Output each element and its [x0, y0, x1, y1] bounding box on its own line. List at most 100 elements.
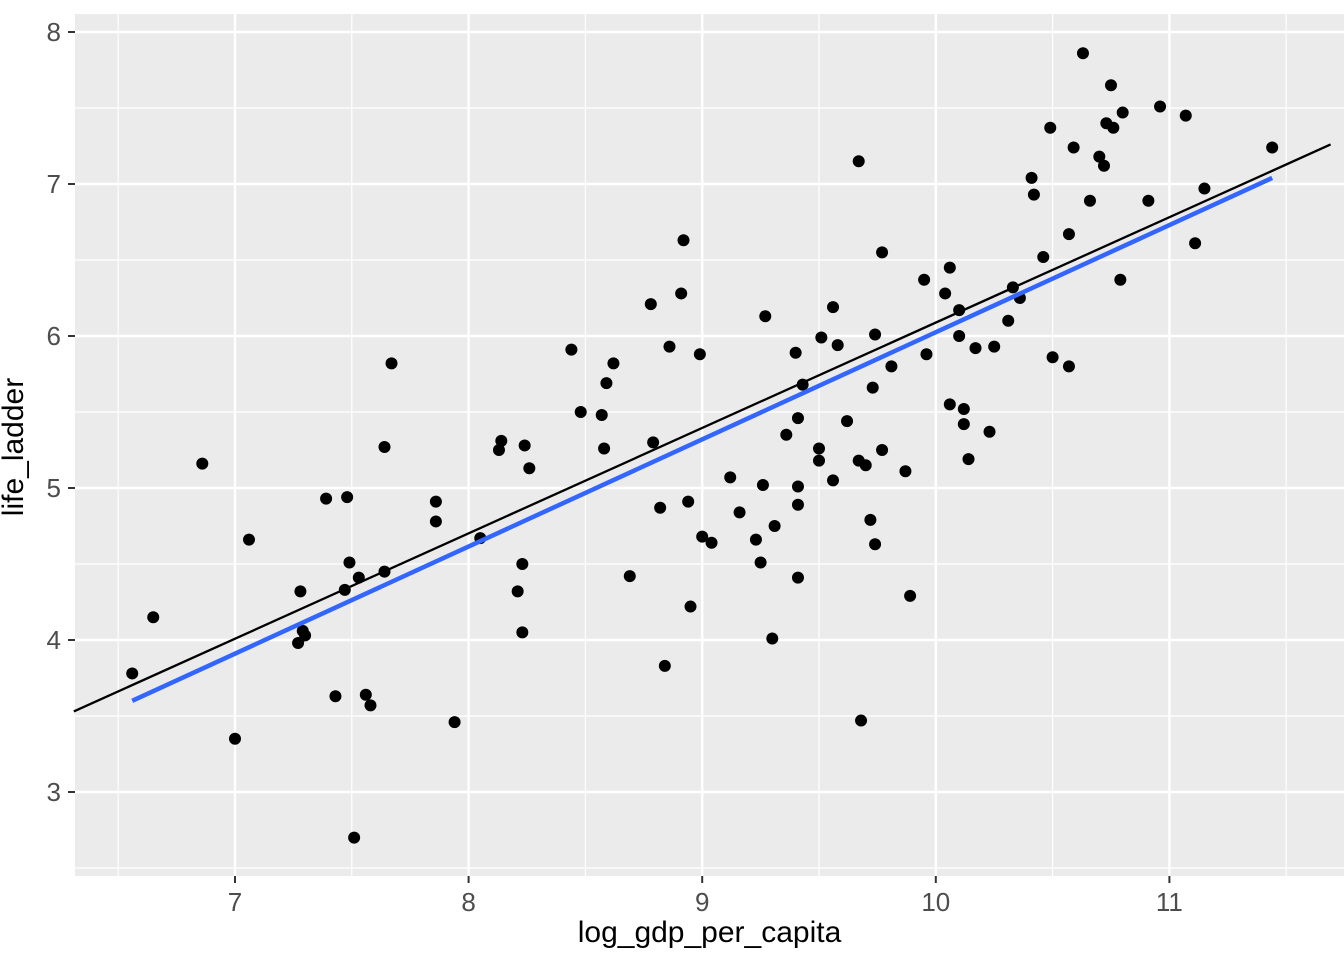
scatter-point	[518, 439, 531, 452]
scatter-point	[1154, 100, 1167, 113]
scatter-point	[815, 331, 828, 344]
scatter-point	[495, 434, 508, 447]
scatter-point	[841, 415, 854, 428]
scatter-point	[766, 632, 779, 645]
scatter-point	[791, 480, 804, 493]
scatter-point	[675, 287, 688, 300]
scatter-point	[852, 155, 865, 168]
scatter-point	[1027, 188, 1040, 201]
scatter-point	[885, 360, 898, 373]
scatter-point	[126, 667, 139, 680]
scatter-point	[813, 442, 825, 455]
scatter-point	[1067, 141, 1080, 154]
scatter-point	[1076, 47, 1089, 60]
scatter-point	[565, 343, 578, 356]
scatter-point	[768, 520, 781, 532]
plot-panel	[75, 14, 1344, 876]
scatter-point	[1105, 79, 1117, 92]
y-tick-label: 7	[47, 169, 61, 199]
scatter-point	[1116, 106, 1129, 119]
scatter-point	[904, 589, 917, 602]
scatter-point	[429, 515, 442, 528]
scatter-point	[969, 342, 982, 355]
scatter-point	[1189, 237, 1202, 250]
scatter-point	[1266, 141, 1279, 154]
scatter-point	[320, 492, 333, 505]
scatter-point	[647, 436, 660, 449]
x-tick-label: 9	[695, 887, 709, 917]
trend-lines	[73, 143, 1332, 713]
y-tick-label: 3	[47, 777, 61, 807]
scatter-point	[229, 732, 241, 745]
scatter-point	[1062, 228, 1075, 241]
scatter-point	[859, 459, 872, 472]
y-tick-label: 4	[47, 625, 61, 655]
scatter-point	[448, 716, 461, 729]
y-tick-label: 5	[47, 473, 61, 503]
scatter-point	[1179, 109, 1192, 122]
major-gridlines	[75, 14, 1344, 876]
scatter-point	[791, 412, 804, 425]
scatter-point	[1093, 150, 1106, 163]
scatter-point	[943, 261, 956, 274]
scatter-point	[654, 501, 667, 514]
scatter-point	[943, 398, 956, 411]
scatter-point	[429, 495, 442, 508]
scatter-point	[516, 626, 529, 639]
scatter-point	[1002, 314, 1015, 327]
scatter-point	[644, 298, 657, 311]
reference-line-black	[73, 143, 1332, 713]
scatter-point	[364, 699, 377, 712]
scatter-point	[749, 533, 762, 546]
scatter-point	[359, 688, 372, 701]
scatter-point	[684, 600, 697, 613]
scatter-point	[696, 530, 709, 543]
scatter-point	[705, 536, 718, 549]
scatter-point	[607, 357, 620, 370]
scatter-point	[869, 538, 882, 551]
scatter-point	[831, 339, 844, 352]
scatter-point	[623, 570, 636, 583]
scatter-point	[733, 506, 746, 519]
scatter-point	[523, 462, 536, 475]
scatter-point	[378, 440, 391, 453]
y-tick-label: 6	[47, 321, 61, 351]
scatter-point	[682, 495, 695, 508]
x-tick-label: 8	[461, 887, 475, 917]
scatter-point	[600, 377, 613, 390]
scatter-point	[962, 453, 975, 466]
data-points	[126, 47, 1279, 844]
y-axis-title: life_ladder	[0, 377, 30, 517]
scatter-point	[1114, 273, 1127, 286]
scatter-point	[791, 571, 804, 584]
scatter-point	[492, 444, 505, 456]
scatter-point	[1046, 351, 1059, 364]
scatter-point	[147, 611, 160, 624]
scatter-point	[511, 585, 524, 598]
scatter-point	[598, 442, 611, 455]
scatter-point	[595, 409, 608, 422]
scatter-point	[957, 418, 970, 431]
scatter-point	[677, 234, 690, 247]
scatter-point	[196, 457, 209, 470]
scatter-point	[1062, 360, 1075, 373]
scatter-point	[864, 513, 877, 526]
scatter-point	[724, 471, 737, 484]
scatter-point	[292, 637, 305, 650]
panel-background	[75, 14, 1344, 876]
y-tick-label: 8	[47, 17, 61, 47]
scatter-point	[920, 348, 933, 361]
scatter-point	[983, 425, 996, 438]
scatter-point	[780, 428, 793, 441]
x-tick-label: 10	[921, 887, 950, 917]
x-axis-title: log_gdp_per_capita	[577, 916, 842, 949]
scatter-point	[1097, 159, 1110, 172]
x-tick-label: 7	[228, 887, 242, 917]
scatter-point	[876, 246, 889, 259]
axis-tick-marks	[68, 31, 1171, 883]
scatter-point	[876, 444, 889, 456]
scatter-point	[693, 348, 706, 361]
scatter-point	[1044, 121, 1057, 134]
